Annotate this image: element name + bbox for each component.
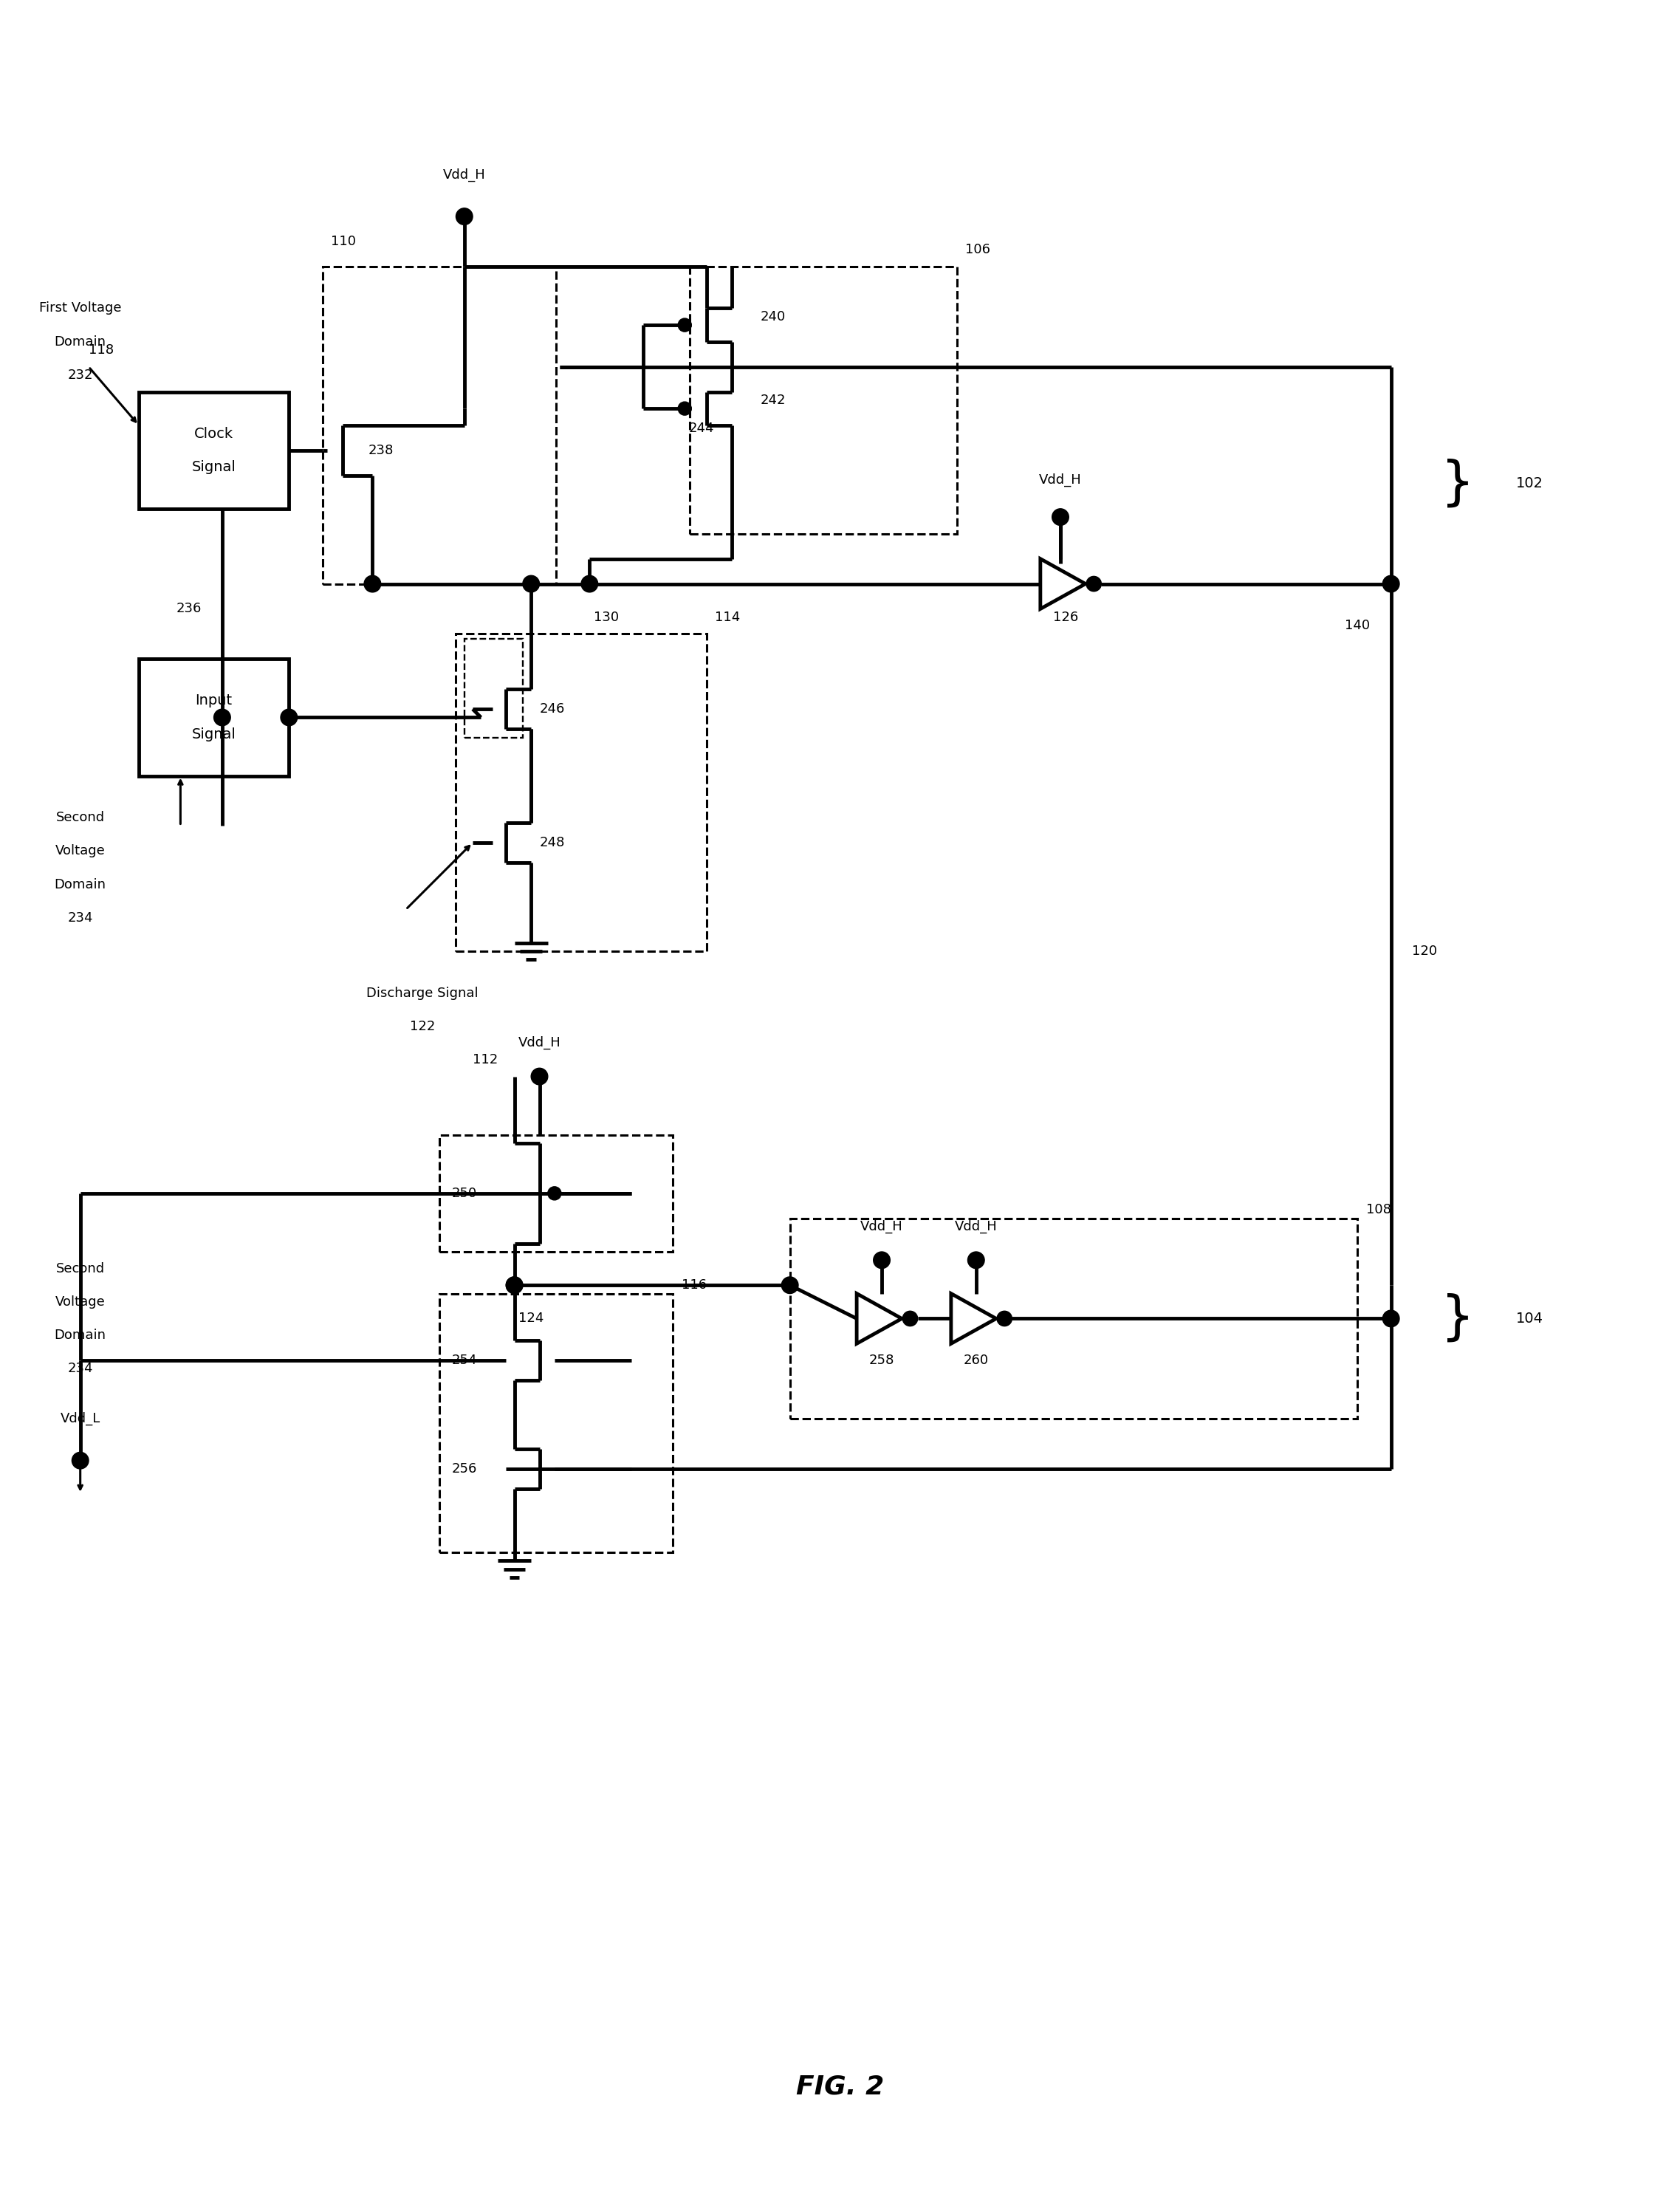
Circle shape: [72, 1452, 89, 1469]
Text: Voltage: Voltage: [55, 1295, 106, 1309]
Circle shape: [1383, 1311, 1399, 1326]
Text: Second: Second: [55, 1262, 104, 1276]
Text: 106: 106: [966, 242, 990, 256]
Circle shape: [1052, 509, 1068, 524]
Text: 110: 110: [331, 236, 356, 249]
Text: 234: 234: [67, 1361, 92, 1375]
Text: Voltage: Voltage: [55, 844, 106, 857]
Circle shape: [581, 575, 598, 593]
Text: Clock: Clock: [195, 427, 234, 441]
Text: Discharge Signal: Discharge Signal: [366, 987, 479, 1000]
Text: Vdd_H: Vdd_H: [444, 167, 486, 181]
Text: }: }: [1441, 458, 1475, 509]
Circle shape: [506, 1278, 522, 1293]
Text: 234: 234: [67, 912, 92, 925]
Text: 116: 116: [682, 1278, 707, 1291]
Text: 244: 244: [689, 423, 714, 436]
Text: 120: 120: [1411, 945, 1436, 958]
Circle shape: [455, 207, 472, 225]
Circle shape: [548, 1187, 561, 1201]
Text: 104: 104: [1517, 1311, 1544, 1326]
Text: 112: 112: [472, 1053, 497, 1066]
Bar: [690, 267, 958, 533]
Text: Vdd_H: Vdd_H: [1040, 474, 1082, 487]
Bar: [464, 639, 522, 738]
Text: Input: Input: [195, 694, 232, 707]
Text: Vdd_H: Vdd_H: [954, 1220, 998, 1234]
Text: 108: 108: [1366, 1203, 1391, 1216]
Circle shape: [874, 1251, 890, 1269]
Text: 250: 250: [452, 1187, 477, 1201]
Text: 102: 102: [1517, 476, 1544, 491]
Bar: [438, 1135, 674, 1251]
Text: 260: 260: [964, 1353, 990, 1368]
Text: 254: 254: [452, 1353, 477, 1368]
Text: 238: 238: [368, 443, 393, 456]
Text: 118: 118: [89, 344, 114, 357]
Text: 246: 246: [539, 703, 564, 716]
Circle shape: [531, 1068, 548, 1084]
Text: }: }: [1441, 1293, 1475, 1344]
Text: 236: 236: [176, 601, 202, 615]
Circle shape: [902, 1311, 917, 1326]
Bar: [139, 392, 289, 509]
Text: 122: 122: [410, 1020, 435, 1033]
Bar: [139, 659, 289, 775]
Text: 258: 258: [869, 1353, 894, 1368]
Circle shape: [679, 401, 692, 414]
Circle shape: [522, 575, 539, 593]
Circle shape: [679, 317, 692, 333]
Text: 130: 130: [593, 610, 618, 623]
Text: 140: 140: [1346, 619, 1371, 632]
Text: 124: 124: [519, 1313, 544, 1326]
Circle shape: [365, 575, 381, 593]
Circle shape: [1383, 575, 1399, 593]
Text: Signal: Signal: [192, 727, 235, 740]
Text: Second: Second: [55, 811, 104, 824]
Bar: [790, 1218, 1357, 1419]
Bar: [323, 267, 556, 584]
Circle shape: [968, 1251, 984, 1269]
Text: 256: 256: [452, 1463, 477, 1476]
Circle shape: [781, 1278, 798, 1293]
Text: Vdd_H: Vdd_H: [517, 1035, 561, 1051]
Text: 126: 126: [1053, 610, 1079, 623]
Circle shape: [1087, 577, 1102, 590]
Text: Domain: Domain: [54, 335, 106, 348]
Circle shape: [213, 709, 230, 725]
Text: First Voltage: First Voltage: [39, 302, 121, 315]
Text: Vdd_L: Vdd_L: [60, 1412, 101, 1425]
Text: Domain: Domain: [54, 1328, 106, 1342]
Bar: [455, 634, 706, 952]
Circle shape: [506, 1278, 522, 1293]
Text: 242: 242: [761, 394, 786, 408]
Text: 114: 114: [714, 610, 741, 623]
Circle shape: [281, 709, 297, 725]
Text: FIG. 2: FIG. 2: [796, 2075, 884, 2099]
Text: Vdd_H: Vdd_H: [860, 1220, 904, 1234]
Circle shape: [996, 1311, 1011, 1326]
Text: Domain: Domain: [54, 877, 106, 890]
Text: 248: 248: [539, 835, 564, 850]
Bar: [438, 1293, 674, 1553]
Text: 232: 232: [67, 368, 92, 381]
Text: Signal: Signal: [192, 460, 235, 474]
Text: 240: 240: [761, 311, 786, 324]
